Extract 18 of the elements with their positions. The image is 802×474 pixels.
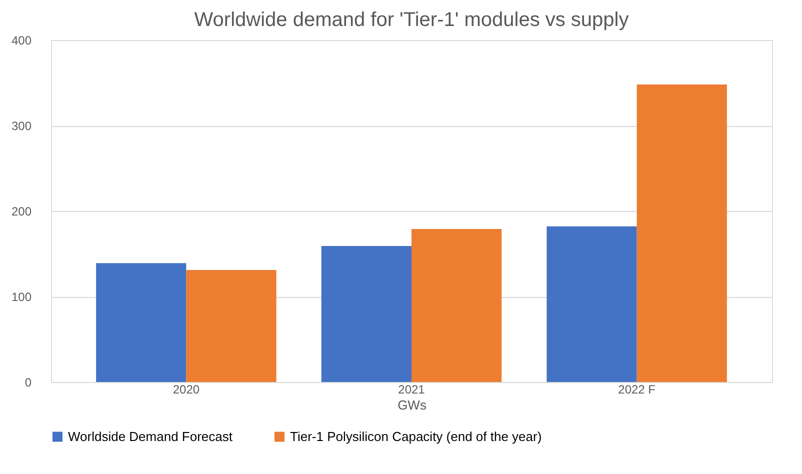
y-tick-label: 300: [11, 119, 32, 133]
bar: [412, 228, 502, 382]
x-axis-title: GWs: [398, 398, 427, 412]
bar: [186, 270, 276, 382]
x-tick-label: 2020: [172, 382, 200, 396]
x-tick-label: 2022 F: [618, 382, 656, 396]
legend-label: Worldside Demand Forecast: [68, 428, 233, 444]
y-tick-label: 200: [11, 204, 32, 218]
bar: [546, 226, 637, 382]
y-tick-label: 0: [24, 376, 32, 390]
bar: [96, 263, 186, 382]
chart-title: Worldwide demand for 'Tier-1' modules vs supply: [194, 9, 629, 31]
x-tick-label: 2021: [398, 382, 426, 396]
legend-label: Tier-1 Polysilicon Capacity (end of the year): [290, 428, 542, 444]
bar: [321, 246, 412, 382]
y-tick-label: 400: [11, 34, 32, 48]
y-tick-label: 100: [11, 290, 32, 304]
bar: [636, 84, 727, 382]
